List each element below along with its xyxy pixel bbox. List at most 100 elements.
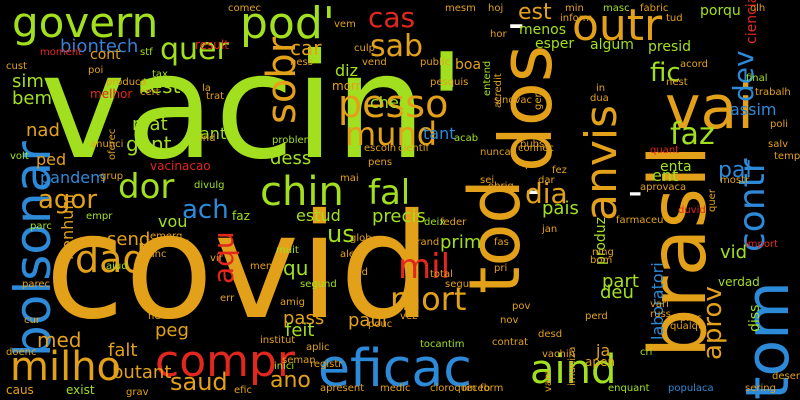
word-15: biontech (60, 36, 139, 57)
word-213: vez (400, 311, 418, 322)
word-185: poli (770, 119, 789, 130)
word-133: efic (234, 385, 252, 396)
word-16: car (290, 36, 322, 60)
word-1: covid (45, 183, 432, 352)
word-48: dess (270, 148, 312, 169)
word-35: mil (398, 247, 451, 287)
word-6: - (508, 0, 525, 50)
word-40: eficac (318, 339, 472, 399)
word-151: cientif (398, 143, 429, 154)
word-61: feit (285, 320, 315, 341)
word-150: escolh (364, 143, 397, 154)
word-156: entend (482, 60, 493, 96)
word-110: apen (585, 355, 615, 369)
word-225: parec (22, 279, 51, 290)
word-224: cur (24, 315, 40, 326)
word-99: vacinacao (150, 159, 211, 173)
word-223: poi (88, 65, 104, 76)
word-122: exist (66, 383, 95, 397)
word-192: ning (592, 247, 614, 258)
word-12: mund (345, 115, 438, 153)
word-159: ness (290, 57, 313, 68)
word-208: ment (250, 261, 277, 272)
word-33: dad (75, 237, 147, 281)
word-210: registr (310, 359, 343, 370)
word-54: ped (36, 150, 67, 169)
word-220: dar (538, 175, 555, 186)
word-106: hoj (488, 3, 504, 14)
word-178: fabric (640, 3, 669, 14)
word-81: enta (660, 159, 692, 175)
word-102: quant (650, 145, 680, 156)
word-73: prim (440, 232, 482, 253)
word-114: sering (745, 383, 776, 394)
word-136: divulg (194, 180, 225, 191)
word-162: produca (106, 77, 147, 88)
word-214: deix (424, 217, 446, 228)
word-86: menos (519, 22, 566, 38)
word-198: vari (650, 299, 669, 310)
word-182: final (746, 73, 768, 84)
word-219: fez (552, 165, 567, 176)
word-60: pass (283, 308, 325, 329)
word-84: esper (535, 36, 575, 52)
word-176: min (565, 3, 584, 14)
word-161: moment (40, 47, 83, 58)
word-170: stf (140, 47, 153, 58)
word-7: - (525, 164, 541, 215)
word-146: sei (480, 175, 495, 186)
word-169: volt (10, 151, 29, 162)
word-66: butant (112, 362, 172, 383)
word-211: err (220, 293, 235, 304)
word-64: med (37, 328, 82, 352)
word-206: cad (350, 267, 368, 278)
word-215: pri (494, 263, 508, 274)
word-168: anunci (90, 139, 124, 150)
word-163: tax (152, 69, 168, 80)
word-77: vid (720, 242, 748, 263)
word-193: prec (680, 313, 702, 324)
word-67: cheg (370, 93, 409, 112)
word-50: gent (126, 132, 172, 156)
word-11: pesso (338, 82, 449, 126)
word-194: quer (707, 189, 718, 212)
word-216: fas (494, 237, 509, 248)
word-24: dia (525, 177, 568, 210)
word-28: anvis (576, 104, 627, 221)
word-203: acredit (493, 73, 504, 108)
word-9: vai (665, 73, 754, 143)
word-111: cri (640, 347, 653, 358)
word-221: nunca (480, 147, 511, 158)
word-68: tant (423, 124, 456, 143)
word-100: la (202, 83, 211, 94)
word-201: imuniza (567, 346, 578, 386)
word-172: vem (334, 19, 356, 30)
word-148: mai (340, 173, 359, 184)
word-197: russ (650, 309, 671, 320)
word-175: hor (490, 29, 507, 40)
word-139: ajud (106, 261, 128, 272)
word-4: cas (368, 1, 416, 34)
word-94: morr (332, 79, 361, 93)
word-202: sinovac (494, 95, 532, 106)
word-107: boa (455, 57, 482, 73)
word-25: ach (182, 195, 229, 225)
word-217: jan (542, 224, 558, 235)
word-196: qualqu (670, 321, 705, 332)
word-115: inici (274, 361, 295, 372)
word-227: in (596, 83, 606, 94)
word-58: vou (158, 212, 188, 231)
word-49: mat (132, 114, 168, 135)
word-108: ja (596, 341, 611, 360)
word-212: pouc (368, 319, 393, 330)
word-123: caus (6, 383, 34, 397)
word-154: acab (454, 133, 479, 144)
word-190: farmaceu (616, 215, 664, 226)
word-127: contrat (492, 337, 529, 348)
word-83: presid (648, 39, 692, 55)
word-53: nad (26, 120, 60, 141)
word-85: algum (590, 37, 634, 53)
word-189: aprovaca (640, 182, 687, 193)
word-55: pandem (40, 168, 106, 187)
word-51: sim (12, 71, 44, 92)
